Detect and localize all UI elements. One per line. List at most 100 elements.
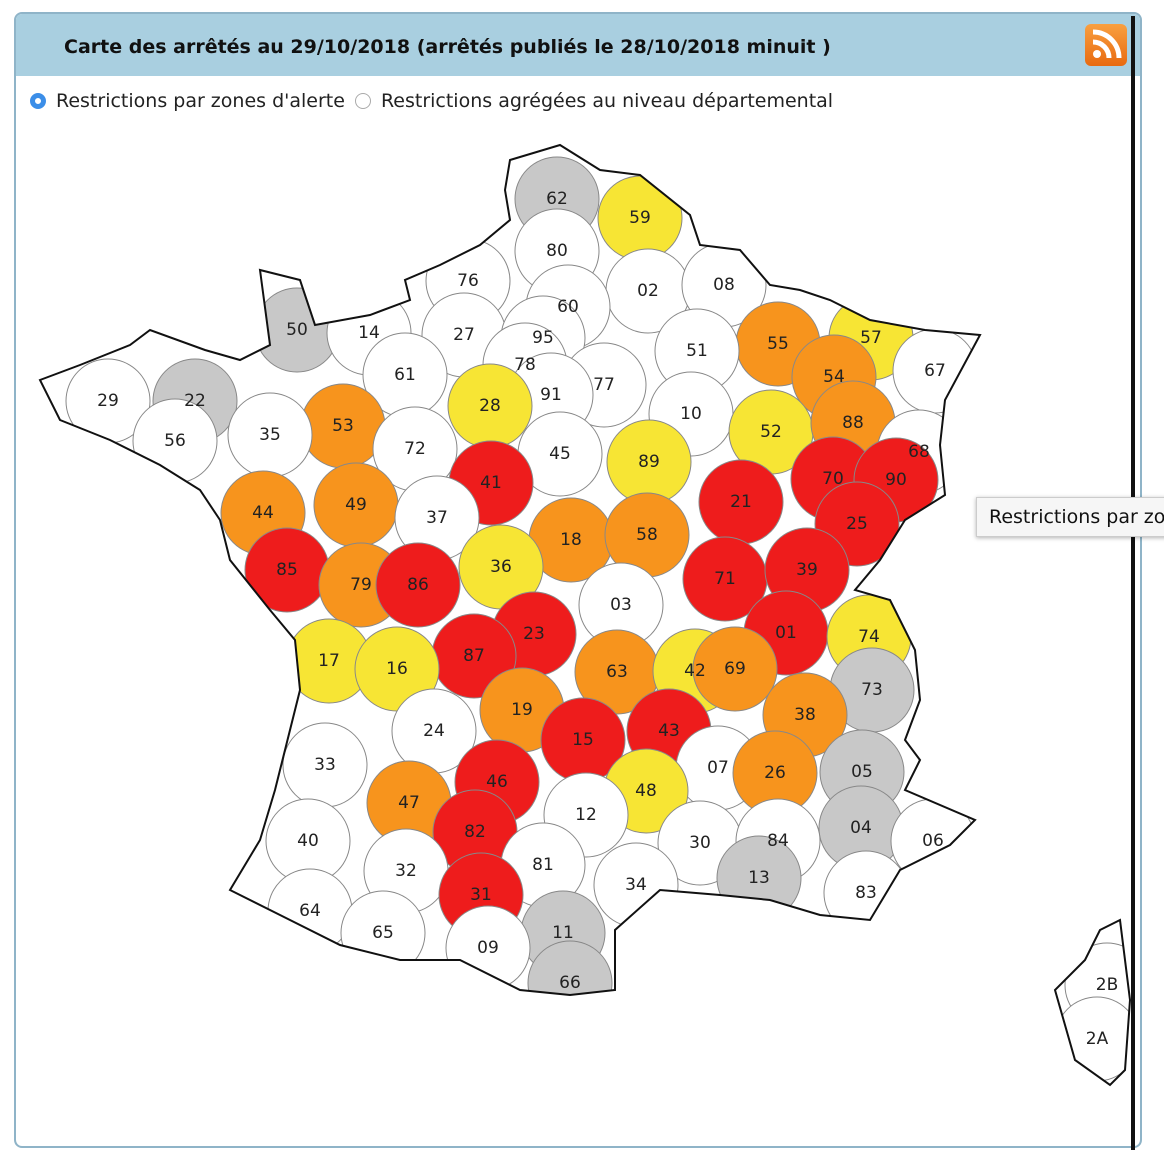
department-label: 07	[707, 758, 729, 778]
department-label: 64	[299, 901, 321, 921]
department-label: 28	[479, 396, 501, 416]
department-label: 65	[372, 923, 394, 943]
radio-label: Restrictions par zones d'alerte	[56, 90, 345, 112]
department-label: 66	[559, 973, 581, 993]
department-label: 59	[629, 208, 651, 228]
department-label: 23	[523, 624, 545, 644]
department-label: 68	[908, 442, 930, 462]
department-label: 19	[511, 700, 533, 720]
window-edge	[1131, 16, 1135, 1150]
department-label: 31	[470, 885, 492, 905]
department-label: 78	[514, 355, 536, 375]
department-label: 77	[593, 375, 615, 395]
department-label: 56	[164, 431, 186, 451]
department-label: 88	[842, 413, 864, 433]
department-label: 43	[658, 721, 680, 741]
department-label: 09	[477, 938, 499, 958]
department-label: 74	[858, 627, 880, 647]
rss-icon	[1092, 29, 1122, 59]
department-label: 91	[540, 385, 562, 405]
radio-option[interactable]: Restrictions par zones d'alerte	[30, 90, 345, 112]
department-label: 67	[924, 361, 946, 381]
department-label: 76	[457, 271, 479, 291]
department-label: 47	[398, 793, 420, 813]
department-label: 39	[796, 560, 818, 580]
department-label: 14	[358, 323, 380, 343]
department-label: 26	[764, 763, 786, 783]
department-label: 17	[318, 651, 340, 671]
department-label: 73	[861, 680, 883, 700]
department-label: 62	[546, 189, 568, 209]
department-label: 53	[332, 416, 354, 436]
department-label: 12	[575, 805, 597, 825]
department-label: 25	[846, 514, 868, 534]
radio-button[interactable]	[30, 93, 46, 109]
zones	[65, 156, 1130, 1082]
department-label: 18	[560, 530, 582, 550]
department-labels: 62 59 80 76 02 08 60 50 14 27 95 55 57 51 78 61 77 54 67 29…	[97, 189, 1118, 1049]
department-label: 34	[625, 875, 647, 895]
department-label: 82	[464, 822, 486, 842]
department-label: 29	[97, 391, 119, 411]
department-label: 60	[557, 297, 579, 317]
department-label: 36	[490, 557, 512, 577]
department-label: 21	[730, 492, 752, 512]
department-label: 44	[252, 503, 274, 523]
department-label: 15	[572, 730, 594, 750]
department-label: 61	[394, 365, 416, 385]
department-label: 38	[794, 705, 816, 725]
department-label: 79	[350, 575, 372, 595]
department-label: 2B	[1096, 975, 1118, 995]
department-label: 46	[486, 772, 508, 792]
department-label: 70	[822, 469, 844, 489]
department-label: 30	[689, 833, 711, 853]
department-label: 48	[635, 781, 657, 801]
header: Carte des arrêtés au 29/10/2018 (arrêtés…	[16, 14, 1140, 76]
department-label: 35	[259, 425, 281, 445]
department-label: 86	[407, 575, 429, 595]
department-label: 49	[345, 495, 367, 515]
department-zone	[375, 542, 461, 628]
radio-button[interactable]	[354, 93, 371, 109]
department-label: 45	[549, 444, 571, 464]
department-label: 72	[404, 439, 426, 459]
department-label: 84	[767, 831, 789, 851]
department-zone	[692, 626, 778, 712]
department-label: 42	[684, 661, 706, 681]
department-label: 08	[713, 275, 735, 295]
department-label: 27	[453, 325, 475, 345]
radio-label: Restrictions agrégées au niveau départem…	[380, 90, 834, 112]
department-label: 95	[532, 328, 554, 348]
department-label: 81	[532, 855, 554, 875]
department-label: 69	[724, 659, 746, 679]
department-label: 10	[680, 404, 702, 424]
department-label: 63	[606, 662, 628, 682]
department-label: 85	[276, 560, 298, 580]
department-label: 54	[823, 367, 845, 387]
department-label: 02	[637, 281, 659, 301]
radio-option[interactable]: Restrictions agrégées au niveau départem…	[354, 90, 834, 112]
department-label: 11	[552, 923, 574, 943]
department-label: 37	[426, 508, 448, 528]
department-label: 16	[386, 659, 408, 679]
department-label: 50	[286, 320, 308, 340]
department-label: 2A	[1086, 1029, 1109, 1049]
department-label: 80	[546, 241, 568, 261]
department-label: 87	[463, 646, 485, 666]
rss-button[interactable]	[1085, 24, 1127, 66]
department-label: 55	[767, 334, 789, 354]
department-label: 41	[480, 473, 502, 493]
department-label: 51	[686, 341, 708, 361]
department-label: 13	[748, 868, 770, 888]
department-label: 58	[636, 525, 658, 545]
title: Carte des arrêtés au 29/10/2018 (arrêtés…	[64, 36, 831, 58]
department-label: 22	[184, 391, 206, 411]
department-label: 57	[860, 328, 882, 348]
department-label: 40	[297, 831, 319, 851]
department-label: 32	[395, 861, 417, 881]
department-label: 24	[423, 721, 445, 741]
view-options: Restrictions par zones d'alerte Restricti…	[30, 90, 843, 114]
tooltip: Restrictions par zones d'alerte	[976, 497, 1164, 537]
department-label: 52	[760, 422, 782, 442]
